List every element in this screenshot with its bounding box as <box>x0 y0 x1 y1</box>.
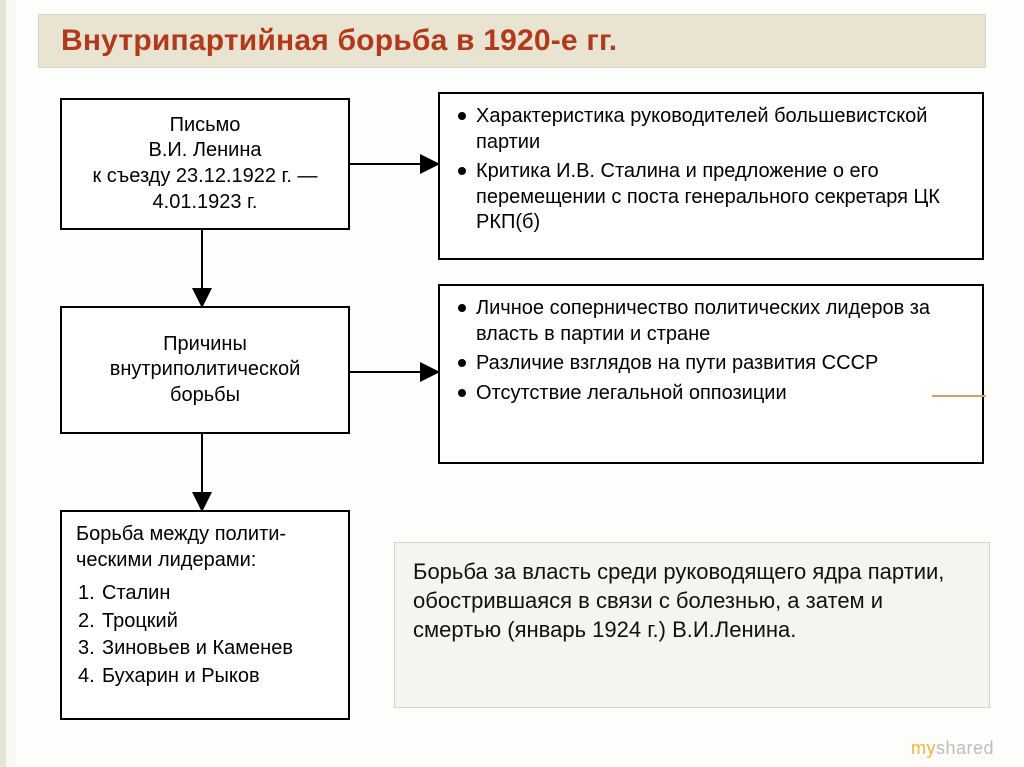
letter-box: Письмо В.И. Ленина к съезду 23.12.1922 г… <box>60 98 350 230</box>
reasons-line: Причины <box>163 332 247 358</box>
leaders-list: Сталин Троцкий Зиновьев и Каменев Бухари… <box>76 581 334 689</box>
leaders-item: Бухарин и Рыков <box>76 664 334 690</box>
watermark: myshared <box>911 738 994 759</box>
reasons-bullets-box: Личное соперничество политических лидеро… <box>438 284 984 464</box>
reasons-line: борьбы <box>170 383 240 409</box>
letter-line: к съезду 23.12.1922 г. — <box>92 164 317 190</box>
letter-line: 4.01.1923 г. <box>153 190 258 216</box>
summary-text: Борьба за власть среди руководящего ядра… <box>413 559 944 642</box>
summary-box: Борьба за власть среди руководящего ядра… <box>394 542 990 708</box>
reasons-bullets: Личное соперничество политических лидеро… <box>454 296 968 406</box>
bullet-item: Личное соперничество политических лидеро… <box>454 296 968 347</box>
leaders-item: Троцкий <box>76 609 334 635</box>
leaders-item: Сталин <box>76 581 334 607</box>
reasons-line: внутриполитической <box>110 357 301 383</box>
side-accent <box>932 395 986 397</box>
letter-line: В.И. Ленина <box>148 138 261 164</box>
watermark-right: shared <box>936 738 994 758</box>
leaders-item: Зиновьев и Каменев <box>76 636 334 662</box>
bullet-item: Характеристика руководителей большевистс… <box>454 104 968 155</box>
letter-line: Письмо <box>170 113 241 139</box>
bullet-item: Критика И.В. Сталина и предложение о его… <box>454 159 968 236</box>
page-title: Внутрипартийная борьба в 1920-е гг. <box>61 24 617 58</box>
bullet-item: Различие взглядов на пути развития СССР <box>454 351 968 377</box>
letter-bullets-box: Характеристика руководителей большевистс… <box>438 92 984 260</box>
leaders-heading-line: ческими лидерами: <box>76 548 334 574</box>
watermark-left: my <box>911 738 936 758</box>
letter-bullets: Характеристика руководителей большевистс… <box>454 104 968 236</box>
title-band: Внутрипартийная борьба в 1920-е гг. <box>38 14 986 68</box>
leaders-heading-line: Борьба между полити- <box>76 522 334 548</box>
reasons-box: Причины внутриполитической борьбы <box>60 306 350 434</box>
bullet-item: Отсутствие легальной оппозиции <box>454 381 968 407</box>
leaders-box: Борьба между полити- ческими лидерами: С… <box>60 510 350 720</box>
